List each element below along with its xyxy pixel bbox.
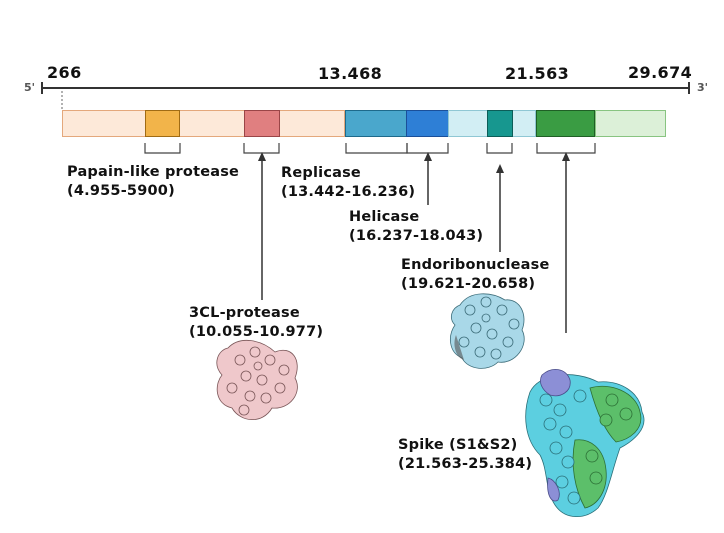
coord-start-label: 266 (47, 63, 82, 82)
cl3-protease-name: 3CL-protease (189, 305, 300, 321)
replicase-name: Replicase (281, 165, 361, 181)
papain-protease-label: Papain-like protease (4.955-5900) (67, 163, 239, 201)
spike-bracket (536, 143, 596, 154)
orf1a-region-bar (62, 110, 345, 137)
three-prime-label: 3' (697, 81, 709, 94)
papain-protease-name: Papain-like protease (67, 164, 240, 180)
replicase-segment (345, 110, 407, 137)
coord-replicase-label: 13.468 (318, 64, 383, 83)
helicase-range: (16.237-18.043) (349, 228, 484, 244)
helicase-label: Helicase (16.237-18.043) (349, 208, 483, 246)
cl3-protease-label: 3CL-protease (10.055-10.977) (189, 304, 323, 342)
helicase-segment (406, 110, 449, 137)
spike-range: (21.563-25.384) (398, 456, 533, 472)
endoribonuclease-segment (487, 110, 513, 137)
endoribonuclease-structure-icon (450, 293, 525, 369)
cl3-bracket (243, 143, 280, 154)
replicase-label: Replicase (13.442-16.236) (281, 164, 415, 202)
cl3-protease-range: (10.055-10.977) (189, 324, 324, 340)
papain-protease-range: (4.955-5900) (67, 183, 175, 199)
helicase-bracket (406, 143, 449, 154)
spike-segment (536, 110, 595, 137)
spike-label: Spike (S1&S2) (21.563-25.384) (398, 436, 532, 474)
five-prime-label: 5' (24, 81, 36, 94)
papain-bracket (144, 143, 181, 154)
coord-end-label: 29.674 (628, 63, 693, 82)
replicase-bracket (345, 143, 408, 154)
endoribonuclease-name: Endoribonuclease (401, 257, 550, 273)
helicase-name: Helicase (349, 209, 420, 225)
endoribonuclease-range: (19.621-20.658) (401, 276, 536, 292)
cl3-protease-structure-icon (216, 339, 298, 421)
coord-spike-label: 21.563 (505, 64, 570, 83)
papain-protease-segment (145, 110, 180, 137)
spike-structure-icon (525, 369, 645, 518)
replicase-range: (13.442-16.236) (281, 184, 416, 200)
endoribonuclease-bracket (486, 143, 513, 154)
cl3-protease-segment (244, 110, 280, 137)
endoribonuclease-label: Endoribonuclease (19.621-20.658) (401, 256, 550, 294)
spike-name: Spike (S1&S2) (398, 437, 518, 453)
structural-region-bar (595, 110, 666, 137)
